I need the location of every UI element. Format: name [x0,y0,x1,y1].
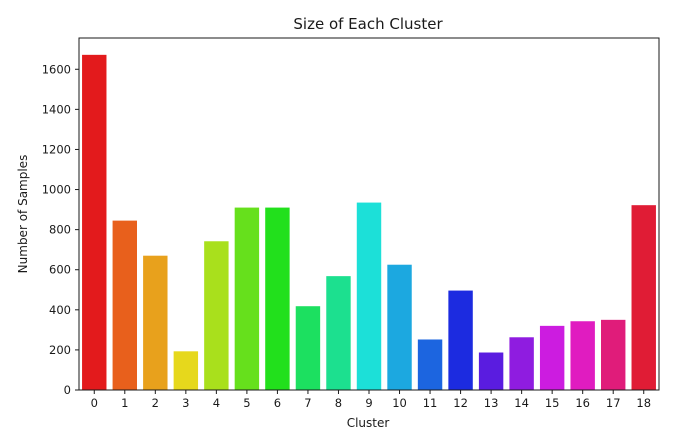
y-axis: 0 200 400 600 800 1000 1200 1400 1600 [42,62,79,397]
bar-cluster-8 [326,276,351,390]
x-tick-label: 13 [484,396,499,410]
x-tick-label: 4 [213,396,220,410]
x-tick-label: 0 [91,396,98,410]
x-tick-label: 16 [575,396,590,410]
bar-cluster-3 [173,351,199,390]
y-tick-label: 200 [49,343,71,357]
bar-cluster-1 [112,220,137,390]
chart-title: Size of Each Cluster [293,15,443,33]
y-tick-label: 1600 [42,62,71,76]
bar-cluster-7 [295,306,321,390]
bar-cluster-18 [631,205,656,390]
y-tick-label: 800 [49,223,71,237]
bar-cluster-11 [417,339,443,390]
bar-cluster-12 [448,290,473,390]
bar-cluster-17 [601,319,626,390]
bar-cluster-5 [234,207,260,390]
x-tick-label: 12 [453,396,468,410]
x-tick-label: 9 [365,396,372,410]
x-tick-label: 10 [392,396,407,410]
x-tick-label: 2 [152,396,159,410]
y-tick-label: 400 [49,303,71,317]
x-tick-label: 6 [274,396,281,410]
x-axis-label: Cluster [347,416,390,430]
y-tick-label: 1400 [42,102,71,116]
bar-cluster-15 [539,325,565,390]
bar-cluster-14 [509,337,534,390]
x-tick-label: 17 [606,396,621,410]
bar-cluster-9 [356,202,382,390]
bar-cluster-6 [265,207,290,390]
bar-cluster-4 [204,241,229,390]
x-tick-label: 8 [335,396,342,410]
y-axis-label: Number of Samples [16,155,30,274]
y-tick-label: 0 [64,383,71,397]
bar-cluster-0 [82,54,107,391]
bar-cluster-16 [570,321,595,390]
x-tick-label: 18 [636,396,651,410]
x-tick-label: 14 [514,396,529,410]
x-axis: 0 1 2 3 4 5 6 7 8 9 10 11 12 13 14 15 16 17 18 [91,390,651,410]
x-tick-label: 5 [243,396,250,410]
bars-group [82,54,656,391]
bar-cluster-10 [387,264,412,390]
bar-cluster-13 [478,352,504,390]
x-tick-label: 3 [182,396,189,410]
x-tick-label: 7 [304,396,311,410]
x-tick-label: 1 [121,396,128,410]
x-tick-label: 11 [423,396,438,410]
y-tick-label: 1000 [42,183,71,197]
y-tick-label: 600 [49,263,71,277]
y-tick-label: 1200 [42,142,71,156]
x-tick-label: 15 [545,396,560,410]
bar-cluster-2 [143,255,168,390]
